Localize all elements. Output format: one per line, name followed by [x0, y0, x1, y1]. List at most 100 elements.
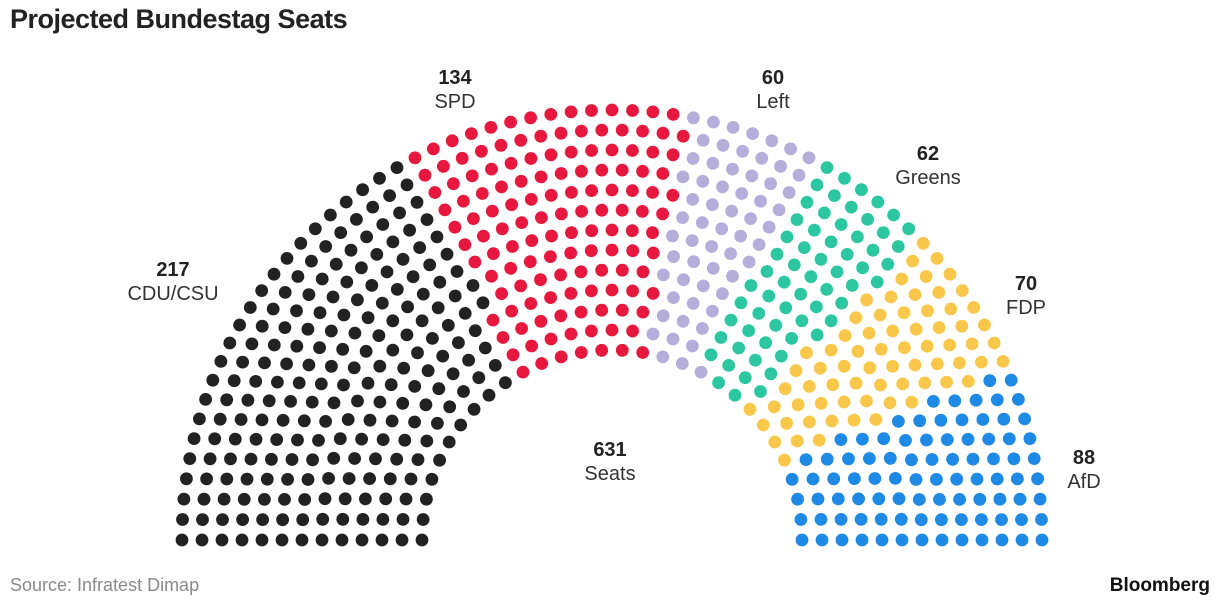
seat-greens: [704, 348, 718, 362]
seat-cdu-csu: [408, 380, 422, 393]
seat-spd: [544, 148, 558, 162]
seat-cdu-csu: [193, 412, 206, 426]
seat-left: [762, 220, 776, 234]
seat-cdu-csu: [373, 359, 387, 373]
seat-fdp: [940, 375, 953, 389]
seat-greens: [834, 218, 848, 231]
seat-greens: [780, 230, 794, 244]
seat-cdu-csu: [359, 344, 373, 358]
afd-seats: 88: [1072, 447, 1096, 469]
seat-cdu-csu: [462, 353, 475, 367]
seat-greens: [785, 332, 798, 345]
seat-cdu-csu: [180, 472, 193, 486]
seat-greens: [749, 353, 762, 367]
seat-greens: [800, 195, 814, 209]
seat-afd: [976, 413, 990, 426]
seat-afd: [987, 452, 1000, 466]
seat-cdu-csu: [425, 472, 439, 486]
seat-fdp: [873, 308, 887, 322]
seat-greens: [891, 240, 905, 253]
seat-greens: [820, 161, 834, 175]
seat-afd: [1011, 472, 1024, 486]
seat-greens: [851, 230, 864, 244]
seat-cdu-csu: [419, 398, 433, 412]
seat-fdp: [965, 337, 979, 351]
seat-cdu-csu: [315, 272, 329, 286]
seat-cdu-csu: [292, 376, 306, 390]
seat-cdu-csu: [227, 374, 241, 388]
seat-afd: [815, 533, 829, 547]
seat-greens: [754, 385, 767, 398]
seat-cdu-csu: [383, 472, 397, 486]
seat-cdu-csu: [337, 378, 350, 392]
seat-cdu-csu: [280, 357, 293, 371]
seat-fdp: [789, 364, 803, 378]
total-seats: 631 Seats: [560, 438, 660, 486]
seat-fdp: [921, 304, 934, 318]
seat-cdu-csu: [294, 236, 308, 250]
seat-cdu-csu: [366, 200, 380, 214]
seat-spd: [595, 163, 609, 177]
seat-cdu-csu: [426, 332, 439, 345]
seat-fdp: [919, 270, 933, 283]
seat-cdu-csu: [372, 329, 386, 342]
seat-cdu-csu: [340, 275, 354, 289]
seat-afd: [927, 395, 940, 408]
seat-left: [706, 261, 720, 275]
seat-fdp: [886, 324, 900, 338]
seat-afd: [799, 453, 813, 466]
seat-spd: [656, 126, 670, 140]
seat-fdp: [932, 286, 946, 299]
seat-left: [696, 174, 710, 188]
seat-afd: [934, 413, 948, 427]
seat-spd: [505, 304, 518, 318]
seat-left: [694, 365, 708, 379]
total-seats-label: Seats: [584, 463, 636, 485]
seat-afd: [982, 432, 996, 446]
seat-left: [784, 142, 797, 156]
seat-spd: [468, 255, 482, 269]
seat-cdu-csu: [290, 304, 303, 318]
seat-left: [676, 170, 690, 184]
seat-spd: [447, 177, 460, 191]
seat-spd: [467, 212, 480, 226]
seat-fdp: [955, 284, 969, 297]
seat-cdu-csu: [276, 513, 289, 527]
seat-spd: [615, 123, 629, 137]
seat-spd: [564, 287, 578, 300]
seat-cdu-csu: [478, 341, 492, 355]
seat-cdu-csu: [393, 206, 406, 220]
seat-cdu-csu: [314, 377, 328, 391]
seat-afd: [1013, 492, 1027, 506]
seat-cdu-csu: [233, 318, 247, 332]
seat-fdp: [837, 395, 851, 409]
seat-cdu-csu: [290, 339, 304, 353]
seat-afd: [820, 452, 834, 466]
seat-fdp: [896, 377, 910, 391]
seat-cdu-csu: [415, 533, 429, 547]
seat-cdu-csu: [267, 338, 281, 352]
seat-fdp: [800, 346, 813, 360]
seat-cdu-csu: [400, 328, 414, 342]
seat-spd: [564, 327, 578, 341]
seat-afd: [868, 472, 882, 485]
seat-spd: [495, 222, 509, 236]
seat-left: [666, 332, 680, 346]
seat-spd: [465, 169, 479, 183]
seat-cdu-csu: [265, 452, 278, 466]
seat-fdp: [918, 376, 932, 390]
seat-cdu-csu: [267, 267, 281, 281]
seat-spd: [458, 238, 472, 252]
seat-left: [676, 314, 690, 328]
seat-afd: [995, 513, 1008, 526]
seat-spd: [506, 240, 519, 253]
seat-left: [745, 169, 759, 183]
seat-spd: [605, 243, 619, 257]
seat-greens: [810, 328, 824, 342]
seat-greens: [876, 226, 890, 240]
seat-cdu-csu: [313, 306, 327, 320]
seat-greens: [814, 252, 828, 266]
seat-greens: [804, 270, 818, 284]
seat-cdu-csu: [396, 396, 410, 410]
seat-cdu-csu: [457, 385, 470, 398]
